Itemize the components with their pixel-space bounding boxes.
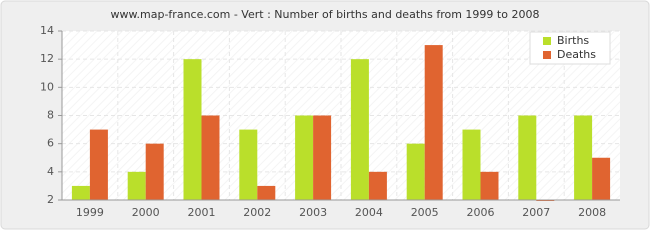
chart: www.map-france.com - Vert : Number of bi…: [0, 0, 650, 230]
legend-swatch: [543, 51, 551, 59]
bar: [295, 115, 314, 200]
bar: [183, 59, 202, 200]
bar: [127, 171, 146, 200]
bar: [350, 59, 369, 200]
y-tick-label: 10: [40, 80, 54, 93]
x-tick-label: 2001: [188, 206, 216, 219]
bar: [201, 115, 220, 200]
y-tick-label: 4: [47, 165, 54, 178]
bar: [368, 171, 387, 200]
legend-label: Births: [557, 34, 589, 47]
y-tick-label: 2: [47, 193, 54, 206]
bar: [71, 185, 90, 200]
chart-title: www.map-france.com - Vert : Number of bi…: [111, 8, 540, 21]
legend-label: Deaths: [557, 48, 596, 61]
x-tick-label: 1999: [76, 206, 104, 219]
bar: [145, 143, 164, 200]
bar: [592, 157, 611, 200]
x-tick-label: 2007: [522, 206, 550, 219]
bar: [313, 115, 332, 200]
bar: [480, 171, 499, 200]
legend-swatch: [543, 37, 551, 45]
x-tick-label: 2003: [299, 206, 327, 219]
y-tick-label: 12: [40, 52, 54, 65]
y-tick-label: 6: [47, 137, 54, 150]
bar: [257, 185, 276, 200]
x-tick-label: 2004: [355, 206, 383, 219]
bar: [574, 115, 593, 200]
x-tick-label: 2000: [132, 206, 160, 219]
y-tick-label: 8: [47, 109, 54, 122]
bar: [518, 115, 537, 200]
y-tick-label: 14: [40, 24, 54, 37]
bar: [239, 129, 258, 200]
x-tick-label: 2008: [578, 206, 606, 219]
page: {"chart_data": {"type": "bar", "title": …: [0, 0, 650, 230]
bar: [89, 129, 108, 200]
x-tick-label: 2002: [243, 206, 271, 219]
bar: [406, 143, 425, 200]
bar: [462, 129, 481, 200]
bar: [424, 45, 443, 201]
x-tick-label: 2005: [411, 206, 439, 219]
x-tick-label: 2006: [467, 206, 495, 219]
